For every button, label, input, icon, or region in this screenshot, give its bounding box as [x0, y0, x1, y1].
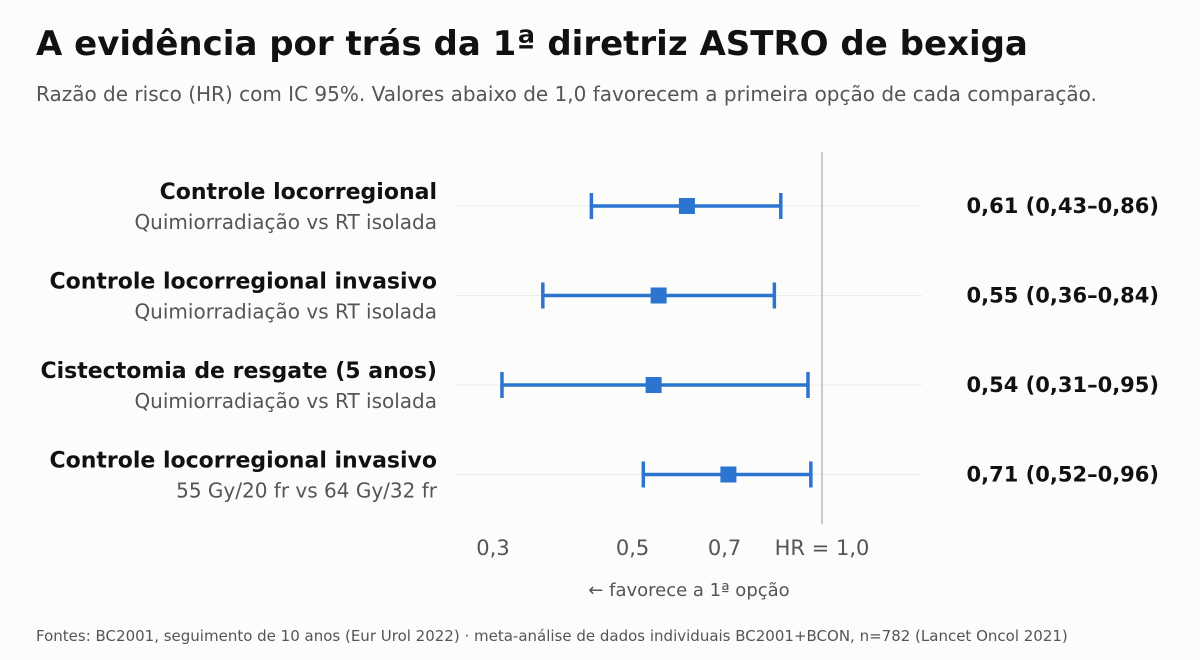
hr-point-marker: [645, 377, 662, 393]
x-tick-label: HR = 1,0: [775, 536, 870, 560]
sources-footnote: Fontes: BC2001, seguimento de 10 anos (E…: [36, 627, 1068, 645]
row-label: Cistectomia de resgate (5 anos): [40, 359, 437, 384]
row-label: Controle locorregional invasivo: [49, 270, 437, 295]
x-tick-label: 0,3: [476, 536, 509, 560]
row-value-label: 0,71 (0,52–0,96): [967, 463, 1159, 487]
chart-title: A evidência por trás da 1ª diretriz ASTR…: [36, 24, 1028, 64]
row-comparison: Quimiorradiação vs RT isolada: [134, 389, 437, 413]
x-tick-label: 0,5: [616, 536, 649, 560]
x-axis-label: ← favorece a 1ª opção: [588, 580, 789, 601]
row-label: Controle locorregional: [160, 180, 437, 205]
row-label: Controle locorregional invasivo: [49, 449, 437, 474]
row-value-label: 0,55 (0,36–0,84): [967, 284, 1159, 308]
row-comparison: Quimiorradiação vs RT isolada: [134, 210, 437, 234]
row-comparison: 55 Gy/20 fr vs 64 Gy/32 fr: [176, 479, 438, 503]
hr-point-marker: [650, 287, 667, 304]
row-value-label: 0,54 (0,31–0,95): [967, 373, 1159, 397]
hr-point-marker: [720, 466, 737, 483]
row-comparison: Quimiorradiação vs RT isolada: [134, 300, 437, 324]
x-tick-label: 0,7: [708, 536, 741, 560]
chart-subtitle: Razão de risco (HR) com IC 95%. Valores …: [36, 82, 1097, 106]
hr-point-marker: [678, 198, 695, 214]
row-value-label: 0,61 (0,43–0,86): [967, 194, 1159, 218]
